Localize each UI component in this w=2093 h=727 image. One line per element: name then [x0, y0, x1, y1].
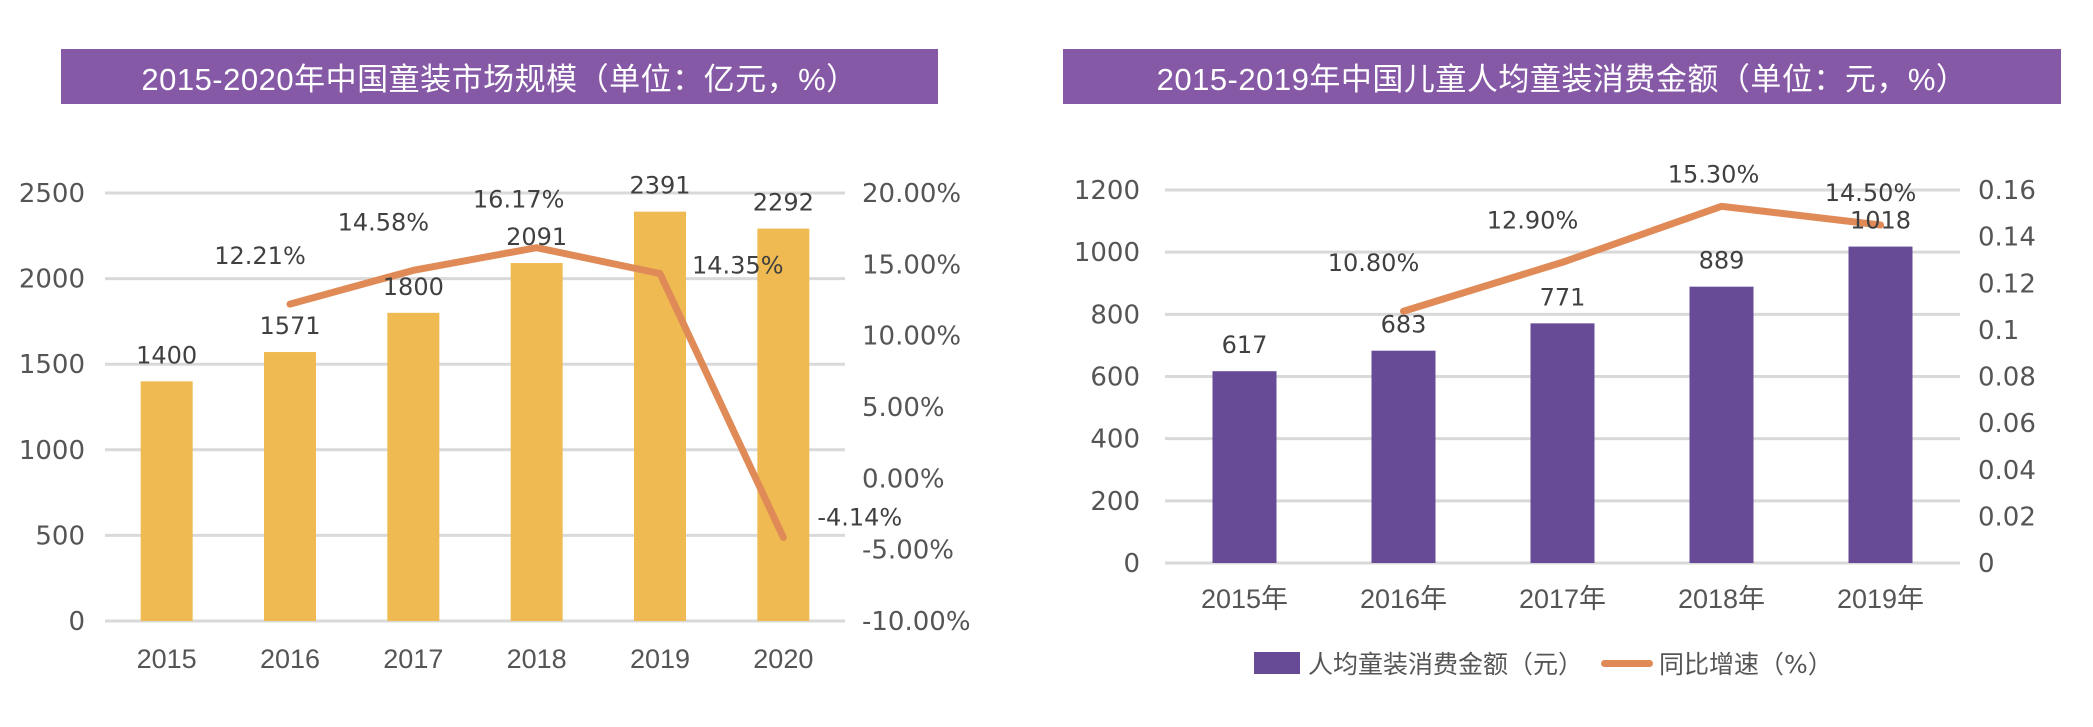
spending-right-tick-label: 0.08: [1978, 363, 2036, 393]
spending-left-tick-label: 800: [1090, 300, 1140, 330]
market-bar-label: 1400: [136, 341, 197, 369]
market-bar: [757, 228, 810, 621]
spending-bar-label: 683: [1381, 311, 1427, 339]
spending-right-tick-label: 0.02: [1978, 502, 2036, 532]
market-right-tick-label: 20.00%: [862, 179, 961, 209]
spending-x-tick-label: 2018年: [1678, 584, 1765, 614]
market-bar: [264, 352, 316, 621]
spending-left-tick-label: 1200: [1074, 176, 1140, 206]
market-left-tick-label: 1000: [19, 436, 85, 466]
spending-right-tick-label: 0.04: [1978, 456, 2036, 486]
spending-bar-label: 1018: [1850, 207, 1911, 235]
market-growth-label: 12.21%: [214, 242, 306, 270]
legend-swatch-line: [1601, 659, 1654, 667]
market-x-tick-label: 2018: [507, 644, 567, 674]
spending-bar-label: 889: [1699, 247, 1745, 275]
spending-bar: [1530, 323, 1595, 563]
legend-label-spending: 人均童装消费金额（元）: [1308, 650, 1584, 679]
legend-swatch-bar: [1254, 652, 1300, 674]
market-left-tick-label: 2500: [19, 179, 85, 209]
market-growth-label: -4.14%: [817, 503, 902, 531]
spending-left-tick-label: 0: [1123, 549, 1140, 579]
market-bar-label: 2391: [629, 172, 690, 200]
spending-right-tick-label: 0: [1978, 549, 1995, 579]
spending-right-tick-label: 0.1: [1978, 316, 2019, 346]
market-left-tick-label: 500: [35, 521, 85, 551]
spending-bar: [1848, 246, 1913, 564]
spending-growth-label: 14.50%: [1825, 179, 1917, 207]
market-left-tick-label: 2000: [19, 265, 85, 295]
market-right-tick-label: 5.00%: [862, 393, 945, 423]
spending-right-tick-label: 0.06: [1978, 409, 2036, 439]
market-x-tick-label: 2019: [630, 644, 690, 674]
market-right-tick-label: 10.00%: [862, 322, 961, 352]
spending-bar-label: 617: [1222, 331, 1268, 359]
spending-right-tick-label: 0.14: [1978, 223, 2036, 253]
spending-bar: [1689, 286, 1754, 563]
spending-left-tick-label: 400: [1090, 425, 1140, 455]
spending-right-tick-label: 0.16: [1978, 176, 2036, 206]
market-bar-label: 2091: [506, 223, 567, 251]
market-right-tick-label: 0.00%: [862, 464, 945, 494]
chart-title-per-capita-spending: 2015-2019年中国儿童人均童装消费金额（单位：元，%）: [1063, 49, 2061, 104]
spending-left-tick-label: 200: [1090, 487, 1140, 517]
market-right-tick-label: -5.00%: [862, 536, 954, 566]
market-x-tick-label: 2017: [383, 644, 443, 674]
market-left-tick-label: 0: [68, 607, 85, 637]
spending-right-tick-label: 0.12: [1978, 269, 2036, 299]
market-right-tick-label: -10.00%: [862, 607, 971, 637]
market-left-tick-label: 1500: [19, 350, 85, 380]
spending-x-tick-label: 2017年: [1519, 584, 1606, 614]
market-bar-label: 1800: [383, 273, 444, 301]
spending-left-tick-label: 1000: [1074, 238, 1140, 268]
market-bar-label: 2292: [753, 189, 814, 217]
market-bar: [510, 263, 563, 621]
market-growth-label: 14.58%: [338, 208, 430, 236]
spending-growth-label: 12.90%: [1487, 206, 1579, 234]
spending-growth-label: 15.30%: [1668, 160, 1760, 188]
market-bar: [387, 312, 440, 621]
spending-x-tick-label: 2015年: [1201, 584, 1288, 614]
market-growth-label: 14.35%: [692, 252, 784, 280]
spending-growth-line: [1400, 202, 1884, 315]
market-x-tick-label: 2020: [753, 644, 813, 674]
chart-title-market-size: 2015-2020年中国童装市场规模（单位：亿元，%）: [61, 49, 938, 104]
spending-bar: [1371, 350, 1436, 563]
market-bar-label: 1571: [259, 312, 320, 340]
spending-growth-label: 10.80%: [1328, 249, 1420, 277]
spending-left-tick-label: 600: [1090, 363, 1140, 393]
market-right-tick-label: 15.00%: [862, 250, 961, 280]
market-bar: [140, 381, 193, 621]
market-growth-label: 16.17%: [473, 186, 565, 214]
spending-bar: [1212, 371, 1277, 563]
market-x-tick-label: 2016: [260, 644, 320, 674]
market-x-tick-label: 2015: [137, 644, 197, 674]
spending-x-tick-label: 2016年: [1360, 584, 1447, 614]
spending-bar-label: 771: [1540, 283, 1586, 311]
spending-x-tick-label: 2019年: [1837, 584, 1924, 614]
legend-label-growth: 同比增速（%）: [1659, 650, 1833, 679]
legend-right-chart: 人均童装消费金额（元） 同比增速（%）: [1254, 645, 1833, 681]
